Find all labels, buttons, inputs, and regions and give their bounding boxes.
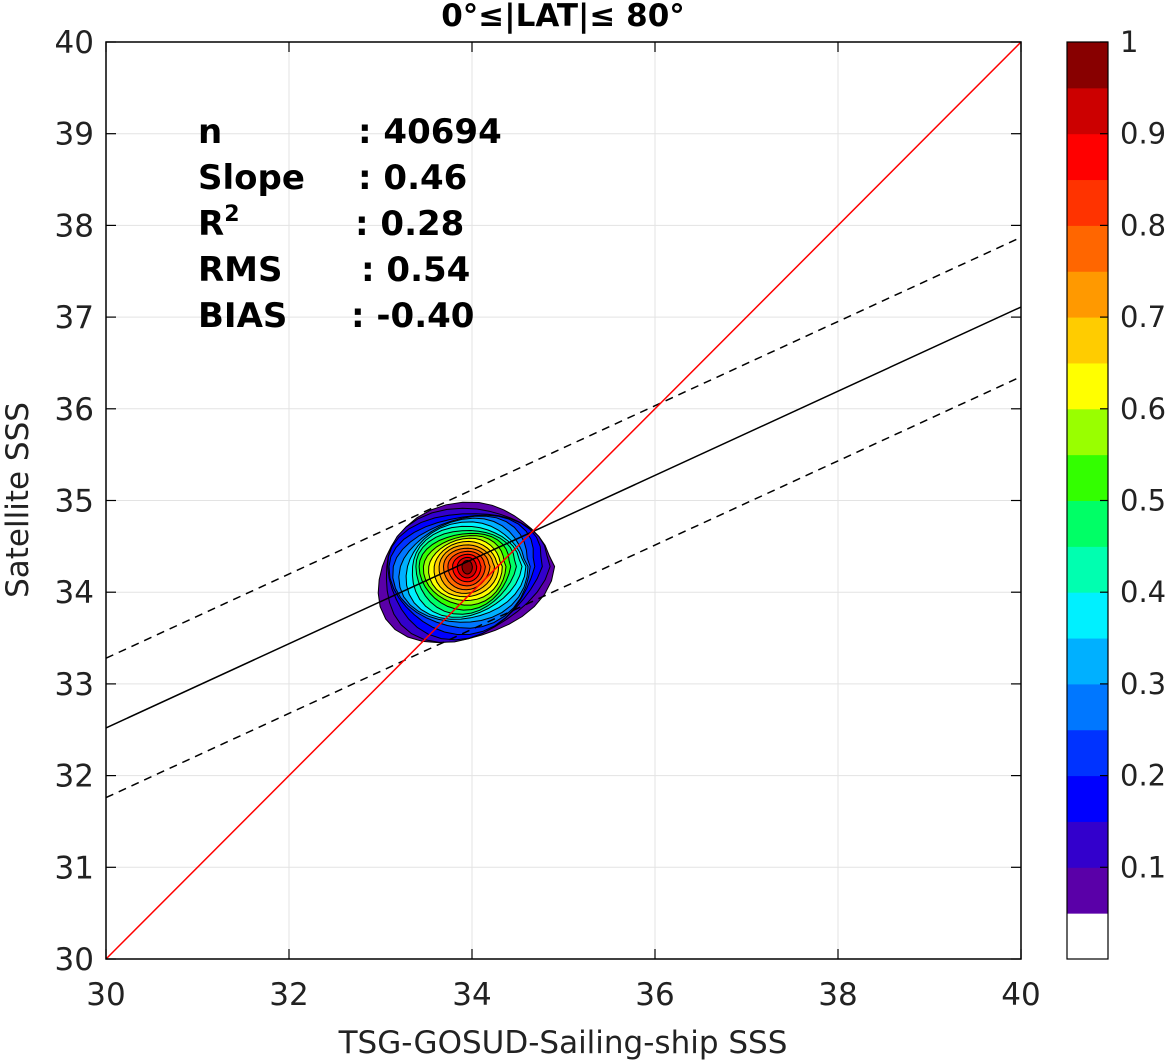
x-tick-label: 30 (86, 977, 125, 1013)
colorbar: 0.1 0.2 0.3 0.4 0.5 0.6 0.7 0.8 0.9 1 (1066, 25, 1166, 960)
colorbar-tick-label: 0.2 (1120, 759, 1166, 793)
colorbar-segment (1067, 867, 1108, 914)
y-tick-label: 39 (55, 117, 94, 153)
reference-lines (105, 41, 1022, 960)
colorbar-tick-label: 0.9 (1120, 117, 1166, 151)
stat-label: R2 (198, 202, 240, 244)
stat-label: n (198, 112, 222, 152)
colorbar-segment (1067, 225, 1108, 272)
y-tick-label: 35 (55, 484, 94, 520)
x-tick-label: 40 (1001, 977, 1040, 1013)
y-tick-label: 33 (55, 667, 94, 703)
colorbar-tick-label: 0.7 (1120, 300, 1166, 334)
colorbar-segment (1067, 317, 1108, 364)
colorbar-segment (1067, 683, 1108, 731)
colorbar-tick-label: 0.4 (1120, 575, 1166, 609)
colorbar-segment (1067, 408, 1108, 456)
stats-annotation: n : 40694 Slope : 0.46 R2 : 0.28 RMS : 0.54 BIAS… (198, 112, 502, 336)
colorbar-segment (1067, 179, 1108, 226)
colorbar-segment (1067, 87, 1108, 135)
y-tick-label: 30 (55, 942, 94, 978)
y-tick-label: 32 (55, 759, 94, 795)
y-tick-label: 37 (55, 300, 94, 336)
colorbar-tick-label: 0.1 (1120, 850, 1166, 884)
colorbar-tick-label: 0.5 (1120, 484, 1166, 518)
y-tick-label: 38 (55, 208, 94, 244)
x-tick-label: 34 (452, 977, 491, 1013)
colorbar-segment (1067, 592, 1108, 639)
colorbar-segment (1067, 362, 1108, 410)
y-axis-label: Satellite SSS (0, 402, 36, 598)
stat-label: RMS (198, 250, 283, 290)
y-tick-label: 34 (55, 575, 94, 611)
colorbar-tick-label: 0.8 (1120, 208, 1166, 242)
stat-label: Slope (198, 158, 305, 198)
colorbar-segment (1067, 913, 1108, 960)
stat-value: : 0.54 (361, 250, 470, 290)
y-tick-label: 36 (55, 392, 94, 428)
colorbar-segment (1067, 42, 1108, 89)
colorbar-segment (1067, 638, 1108, 685)
x-tick-label: 38 (818, 977, 857, 1013)
colorbar-segment (1067, 133, 1108, 181)
density-contours (377, 501, 556, 644)
regression-line (105, 306, 1022, 729)
stat-label: BIAS (198, 296, 287, 336)
stat-value: : 0.28 (355, 204, 464, 244)
colorbar-tick-label: 1 (1120, 25, 1138, 59)
y-tick-label: 40 (55, 25, 94, 61)
chart-title: 0°≤|LAT|≤ 80° (441, 0, 685, 34)
colorbar-segment (1067, 775, 1108, 822)
stat-value: : 40694 (358, 112, 502, 152)
y-tick-label: 31 (55, 850, 94, 886)
x-axis-ticks: 30 32 34 36 38 40 (86, 42, 1041, 1013)
stat-value: : 0.46 (358, 158, 467, 198)
colorbar-segment (1067, 729, 1108, 777)
colorbar-segment (1067, 546, 1108, 593)
colorbar-tick-label: 0.6 (1120, 392, 1166, 426)
x-tick-label: 32 (269, 977, 308, 1013)
x-tick-label: 36 (635, 977, 674, 1013)
identity-line (105, 41, 1022, 960)
lower-band-line (105, 376, 1022, 799)
colorbar-segment (1067, 454, 1108, 501)
colorbar-segment (1067, 821, 1108, 868)
y-axis-ticks: 30 31 32 33 34 35 36 37 38 39 40 (55, 25, 1021, 978)
colorbar-tick-label: 0.3 (1120, 667, 1166, 701)
x-axis-label: TSG-GOSUD-Sailing-ship SSS (338, 1025, 788, 1061)
colorbar-segment (1067, 500, 1108, 547)
stat-value: : -0.40 (351, 296, 474, 336)
colorbar-segment (1067, 271, 1108, 318)
